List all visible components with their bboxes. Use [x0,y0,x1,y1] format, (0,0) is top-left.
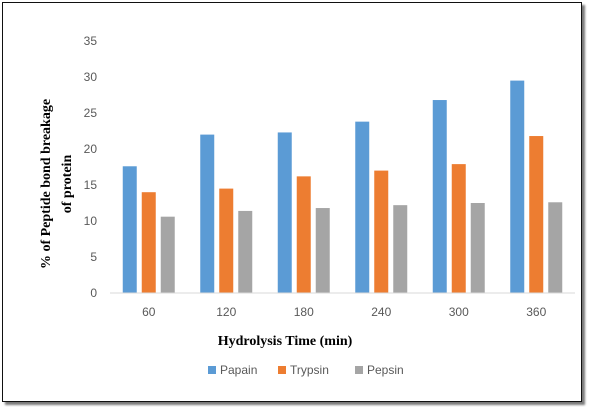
bar-series [122,80,563,293]
y-tick-label: 25 [84,106,98,120]
y-axis-title-line-1: % of Peptide bond breakage [39,99,54,269]
y-axis-title-line-2: of protein [60,155,75,214]
x-tick-label: 60 [142,305,156,319]
bar-trypsin-60 [141,192,156,293]
x-axis-title: Hydrolysis Time (min) [218,334,353,349]
legend-label-trypsin: Trypsin [290,363,329,377]
bar-papain-120 [200,134,215,293]
legend-label-papain: Papain [220,363,257,377]
bar-pepsin-120 [238,210,253,293]
x-tick-label: 300 [449,305,469,319]
bar-pepsin-60 [160,216,175,293]
x-tick-label: 180 [294,305,314,319]
chart-frame [2,2,582,402]
legend-label-pepsin: Pepsin [367,363,404,377]
bar-trypsin-180 [296,176,311,293]
bar-pepsin-180 [315,208,330,293]
bar-papain-60 [122,166,137,293]
bar-trypsin-240 [374,170,389,293]
y-tick-label: 0 [90,286,97,300]
x-axis-ticks: 60 120 180 240 300 360 [142,305,547,319]
bar-trypsin-120 [219,188,234,293]
y-tick-label: 10 [84,214,98,228]
legend-swatch-trypsin [278,366,286,374]
y-tick-label: 30 [84,70,98,84]
bar-pepsin-360 [548,202,563,293]
bar-papain-240 [355,121,370,293]
bar-pepsin-240 [393,205,408,293]
y-tick-label: 35 [84,34,98,48]
bar-trypsin-360 [529,136,544,293]
bar-papain-360 [510,80,525,293]
legend-swatch-papain [208,366,216,374]
y-axis-ticks: 0 5 10 15 20 25 30 35 [84,34,98,300]
bar-papain-300 [432,100,447,293]
x-tick-label: 360 [526,305,546,319]
legend: Papain Trypsin Pepsin [208,363,404,377]
y-tick-label: 20 [84,142,98,156]
x-tick-label: 240 [371,305,391,319]
legend-swatch-pepsin [355,366,363,374]
bar-pepsin-300 [470,203,485,293]
y-axis-title: % of Peptide bond breakage of protein [39,99,75,269]
bar-papain-180 [277,132,292,293]
bar-trypsin-300 [451,164,466,293]
x-tick-label: 120 [216,305,236,319]
y-tick-label: 5 [90,250,97,264]
y-tick-label: 15 [84,178,98,192]
